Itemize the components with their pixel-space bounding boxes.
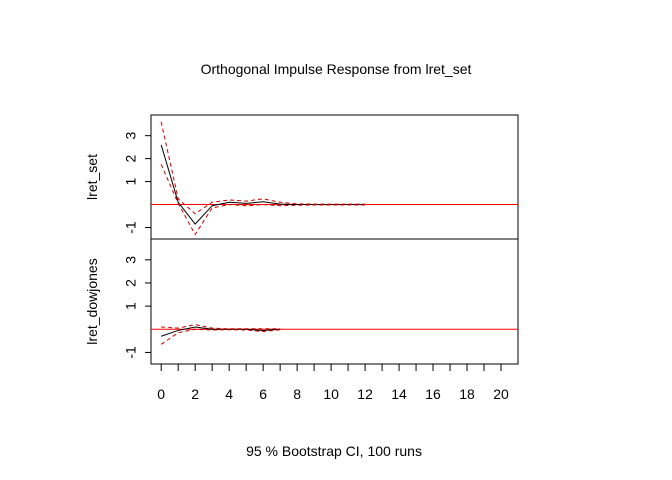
series-upper [160, 121, 366, 215]
series-irf [160, 144, 366, 225]
y-axis-label: lret_dowjones [84, 258, 100, 344]
panel-0: -1 1 2 3 lret_set [84, 114, 519, 240]
x-tick-label: 2 [191, 386, 199, 402]
x-axis: 0 2 4 6 8 10 12 14 16 18 20 [157, 364, 509, 402]
x-tick-label: 4 [225, 386, 233, 402]
x-tick-label: 8 [293, 386, 301, 402]
y-tick-label: -1 [123, 346, 139, 359]
x-axis-label: 95 % Bootstrap CI, 100 runs [246, 443, 422, 459]
series-lower [160, 164, 366, 236]
x-tick-label: 14 [391, 386, 407, 402]
panel-frame [150, 238, 519, 365]
x-tick-label: 10 [323, 386, 339, 402]
series-lower [160, 328, 281, 345]
y-tick-label: 1 [123, 302, 139, 310]
series-irf [161, 326, 281, 337]
y-tick-label: -1 [123, 221, 139, 234]
y-tick-label: 1 [123, 177, 139, 185]
y-tick-label: 3 [123, 256, 139, 264]
x-tick-label: 6 [259, 386, 267, 402]
y-tick-label: 2 [123, 155, 139, 163]
x-tick-label: 18 [459, 386, 475, 402]
x-tick-label: 16 [425, 386, 441, 402]
panel-1: -1 1 2 3 lret_dowjones [84, 238, 519, 365]
panel-frame [150, 114, 519, 240]
y-tick-label: 3 [123, 132, 139, 140]
x-tick-label: 0 [157, 386, 165, 402]
y-axis-label: lret_set [84, 154, 100, 200]
panels-group: -1 1 2 3 lret_set -1 1 2 3 lret_dowjones [84, 114, 519, 365]
chart-title: Orthogonal Impulse Response from lret_se… [201, 61, 472, 77]
x-tick-label: 12 [357, 386, 373, 402]
y-tick-label: 2 [123, 279, 139, 287]
series-upper [161, 324, 281, 330]
x-tick-label: 20 [493, 386, 509, 402]
